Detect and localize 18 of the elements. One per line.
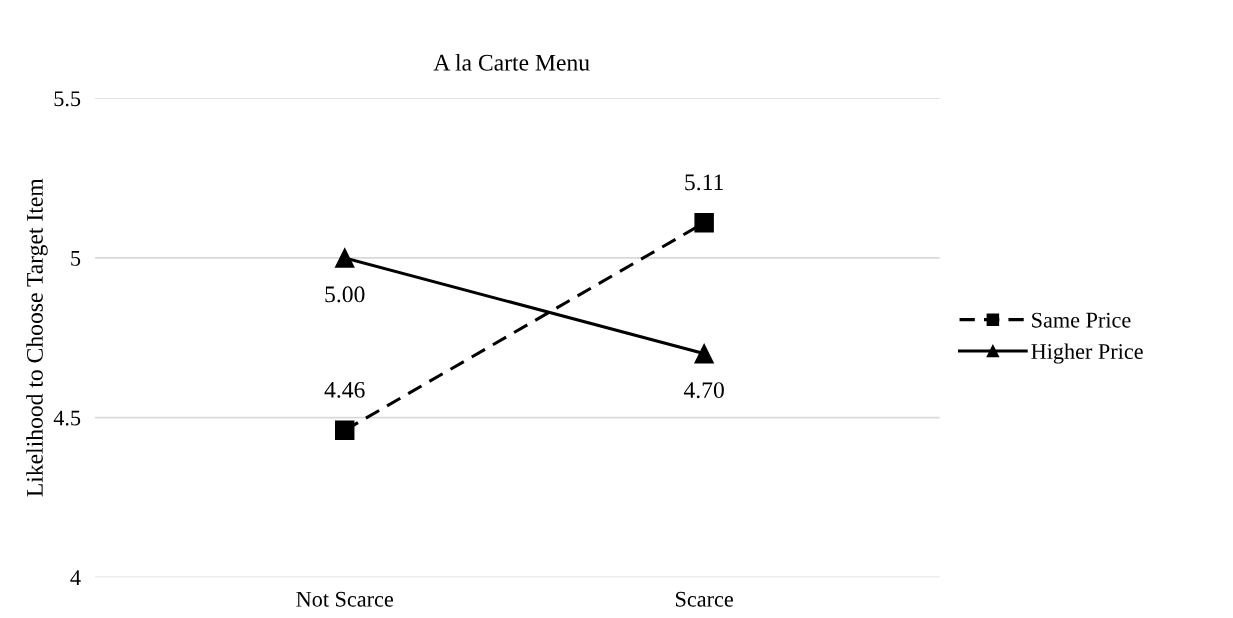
point [694, 343, 714, 364]
data-label: 5.11 [685, 174, 723, 191]
point [694, 213, 714, 233]
y-axis-title: Likelihood to Choose Target Item [26, 178, 48, 497]
y-tick-label: 5.5 [54, 91, 81, 107]
point [335, 248, 355, 268]
legend-label: Higher Price [1031, 343, 1143, 364]
point [335, 420, 355, 441]
x-tick-label: Scarce [676, 591, 733, 607]
data-label: 5.00 [325, 286, 365, 303]
y-tick-label: 4 [70, 570, 81, 585]
data-label: 4.46 [324, 381, 365, 398]
x-tick-label: Not Scarce [296, 591, 394, 607]
data-label: 4.70 [683, 382, 724, 399]
y-tick-label: 5 [71, 251, 81, 266]
y-tick-label: 4.5 [53, 410, 81, 426]
chart-title: A la Carte Menu [433, 54, 590, 71]
legend-label: Same Price [1032, 312, 1131, 328]
